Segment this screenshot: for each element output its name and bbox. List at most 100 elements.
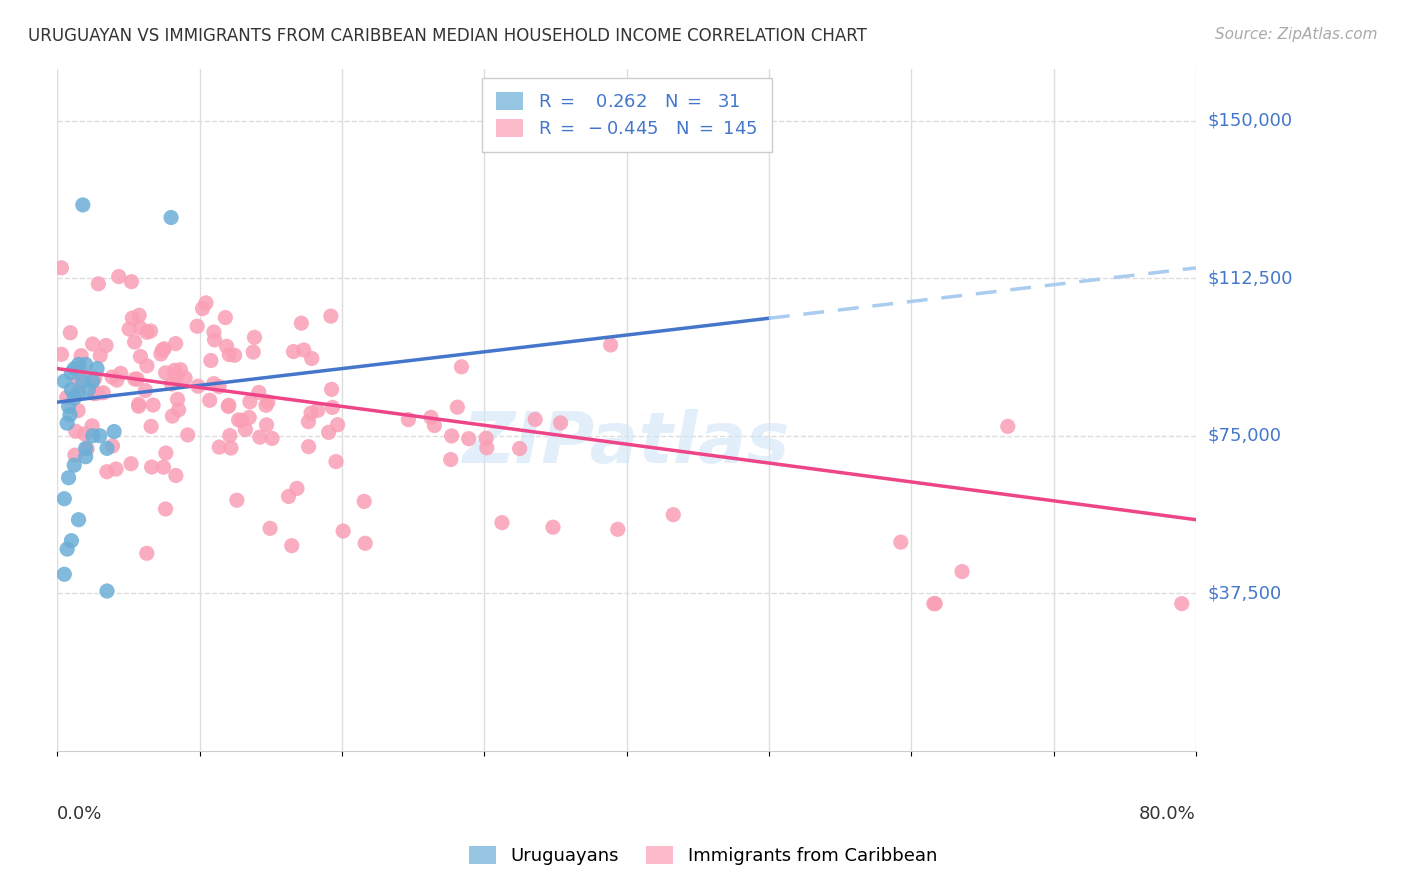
Point: [890, 535, 912, 549]
Point: [155, 502, 177, 516]
Point: [128, 308, 150, 322]
Point: [86, 386, 108, 401]
Point: [186, 319, 208, 334]
Point: [1170, 597, 1192, 611]
Point: [332, 524, 354, 538]
Text: Source: ZipAtlas.com: Source: ZipAtlas.com: [1215, 27, 1378, 42]
Point: [67, 403, 90, 417]
Point: [76, 442, 98, 456]
Point: [325, 454, 347, 468]
Point: [218, 428, 240, 442]
Point: [155, 366, 177, 380]
Text: $75,000: $75,000: [1208, 426, 1281, 445]
Point: [256, 417, 278, 432]
Point: [101, 370, 124, 384]
Point: [87, 277, 110, 291]
Point: [82, 374, 104, 388]
Text: URUGUAYAN VS IMMIGRANTS FROM CARIBBEAN MEDIAN HOUSEHOLD INCOME CORRELATION CHART: URUGUAYAN VS IMMIGRANTS FROM CARIBBEAN M…: [28, 27, 868, 45]
Point: [70, 349, 93, 363]
Point: [238, 410, 260, 425]
Point: [139, 419, 162, 434]
Point: [440, 429, 463, 443]
Point: [120, 457, 142, 471]
Point: [59, 326, 82, 340]
Point: [202, 376, 225, 391]
Point: [91, 385, 114, 400]
Point: [72, 198, 94, 212]
Point: [121, 311, 143, 326]
Point: [59, 408, 82, 422]
Point: [55, 391, 77, 405]
Point: [60, 383, 83, 397]
Point: [396, 412, 419, 426]
Point: [150, 343, 173, 357]
Point: [301, 351, 323, 366]
Point: [66, 384, 89, 398]
Point: [105, 462, 128, 476]
Point: [128, 397, 150, 411]
Point: [475, 441, 498, 455]
Point: [160, 376, 183, 391]
Point: [219, 441, 242, 455]
Point: [128, 399, 150, 413]
Point: [75, 442, 97, 456]
Point: [82, 429, 104, 443]
Point: [249, 430, 271, 444]
Point: [169, 362, 191, 376]
Point: [228, 413, 250, 427]
Point: [58, 400, 80, 414]
Point: [83, 371, 105, 385]
Point: [63, 458, 86, 472]
Point: [56, 542, 79, 557]
Point: [606, 522, 628, 536]
Text: $112,500: $112,500: [1208, 269, 1292, 287]
Point: [257, 395, 280, 409]
Point: [165, 336, 187, 351]
Point: [63, 448, 86, 462]
Point: [105, 373, 128, 387]
Text: $150,000: $150,000: [1208, 112, 1292, 130]
Point: [77, 383, 100, 397]
Point: [254, 398, 277, 412]
Point: [423, 418, 446, 433]
Point: [260, 431, 283, 445]
Point: [280, 539, 302, 553]
Point: [187, 379, 209, 393]
Point: [457, 432, 479, 446]
Point: [217, 400, 239, 414]
Point: [82, 418, 104, 433]
Point: [163, 363, 186, 377]
Point: [89, 349, 111, 363]
Point: [63, 361, 86, 376]
Point: [141, 460, 163, 475]
Point: [321, 401, 343, 415]
Point: [67, 513, 90, 527]
Point: [299, 406, 322, 420]
Point: [60, 366, 83, 380]
Text: 0.0%: 0.0%: [58, 805, 103, 823]
Point: [96, 465, 118, 479]
Point: [290, 316, 312, 330]
Point: [524, 412, 547, 426]
Point: [51, 260, 73, 275]
Point: [136, 325, 159, 339]
Point: [56, 416, 79, 430]
Point: [215, 339, 238, 353]
Point: [208, 379, 231, 393]
Point: [101, 439, 124, 453]
Point: [924, 597, 946, 611]
Point: [129, 350, 152, 364]
Text: 80.0%: 80.0%: [1139, 805, 1197, 823]
Point: [297, 440, 319, 454]
Point: [224, 348, 246, 362]
Point: [218, 348, 240, 362]
Point: [75, 450, 97, 464]
Point: [53, 374, 76, 388]
Text: $37,500: $37,500: [1208, 584, 1281, 602]
Point: [127, 372, 149, 386]
Point: [285, 482, 308, 496]
Point: [243, 330, 266, 344]
Point: [214, 310, 236, 325]
Point: [353, 494, 375, 508]
Point: [283, 344, 305, 359]
